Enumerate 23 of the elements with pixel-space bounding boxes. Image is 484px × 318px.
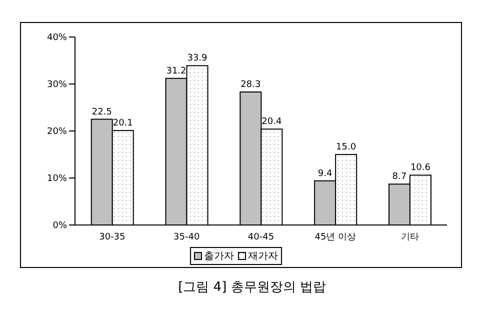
y-tick-label: 0% [52, 221, 68, 232]
data-label: 10.6 [410, 163, 431, 174]
data-label: 33.9 [187, 54, 208, 64]
x-tick-label: 35-40 [174, 232, 200, 242]
data-label: 20.1 [112, 118, 133, 129]
y-tick-label: 20% [46, 127, 68, 138]
data-label: 8.7 [392, 172, 407, 182]
text: [그림 4] 총무원장의 법랍 [177, 279, 327, 296]
x-tick-label: 기타 [400, 232, 419, 242]
data-label: 20.4 [262, 117, 282, 128]
legend-label: 재가자 [248, 250, 278, 263]
y-tick-label: 30% [46, 80, 68, 90]
data-label: 28.3 [240, 80, 261, 90]
data-label: 31.2 [166, 66, 186, 76]
legend-label: 출가자 [204, 250, 234, 263]
data-label: 9.4 [318, 168, 332, 179]
y-tick-label: 40% [46, 33, 68, 44]
x-tick-label: 30-35 [99, 232, 126, 242]
data-label: 22.5 [92, 107, 112, 118]
x-tick-label: 40-45 [248, 232, 274, 242]
x-tick-label: 45년 이상 [314, 232, 356, 242]
y-tick-label: 10% [46, 174, 68, 184]
data-label: 15.0 [336, 142, 356, 152]
